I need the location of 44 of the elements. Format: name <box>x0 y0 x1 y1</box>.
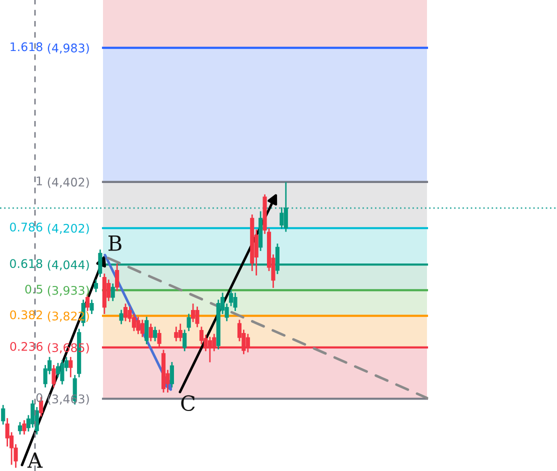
candlestick <box>68 356 73 378</box>
candlestick <box>52 365 56 388</box>
candlestick <box>94 280 98 292</box>
candlestick <box>195 306 200 328</box>
candlestick <box>110 284 115 302</box>
candlestick <box>170 362 174 388</box>
candlestick <box>144 316 149 344</box>
candlestick <box>148 324 153 342</box>
y-tick-label: (4,402) <box>48 177 89 188</box>
annotation: A <box>27 452 43 468</box>
annotation: 0.382 <box>10 310 42 320</box>
candlestick <box>1 404 6 425</box>
candlestick <box>284 182 288 232</box>
y-tick-label: (3,933) <box>48 286 89 296</box>
candlestick <box>90 300 94 314</box>
candlestick <box>178 324 182 342</box>
annotation: 1 <box>36 176 42 186</box>
y-tick-label: (4,983) <box>48 43 89 54</box>
candlestick <box>18 422 22 435</box>
annotation: C <box>181 395 195 412</box>
annotation: 0.786 <box>10 222 42 232</box>
candlestick <box>56 362 60 378</box>
y-tick-label: (4,202) <box>48 224 89 234</box>
candlestick <box>174 326 178 342</box>
candlestick <box>119 310 124 324</box>
candlestick <box>22 420 26 435</box>
candlestick <box>182 330 187 352</box>
candlestick <box>191 304 196 322</box>
candlestick <box>280 207 284 229</box>
candlestick <box>123 304 128 322</box>
annotation: 0.236 <box>10 342 43 351</box>
candlestick <box>115 264 120 291</box>
candlestick <box>153 326 158 342</box>
annotation: B <box>108 236 122 251</box>
candlestick <box>140 320 144 338</box>
candlestick <box>186 314 191 332</box>
candlestick <box>233 292 238 311</box>
annotation: 0.618 <box>10 259 42 268</box>
annotation: 0 <box>36 393 42 402</box>
candlestick <box>60 360 64 384</box>
candlestick <box>136 316 140 334</box>
candlestick <box>98 250 102 278</box>
y-tick-label: (4,044) <box>48 260 89 271</box>
annotation: 1.618 <box>10 42 42 52</box>
